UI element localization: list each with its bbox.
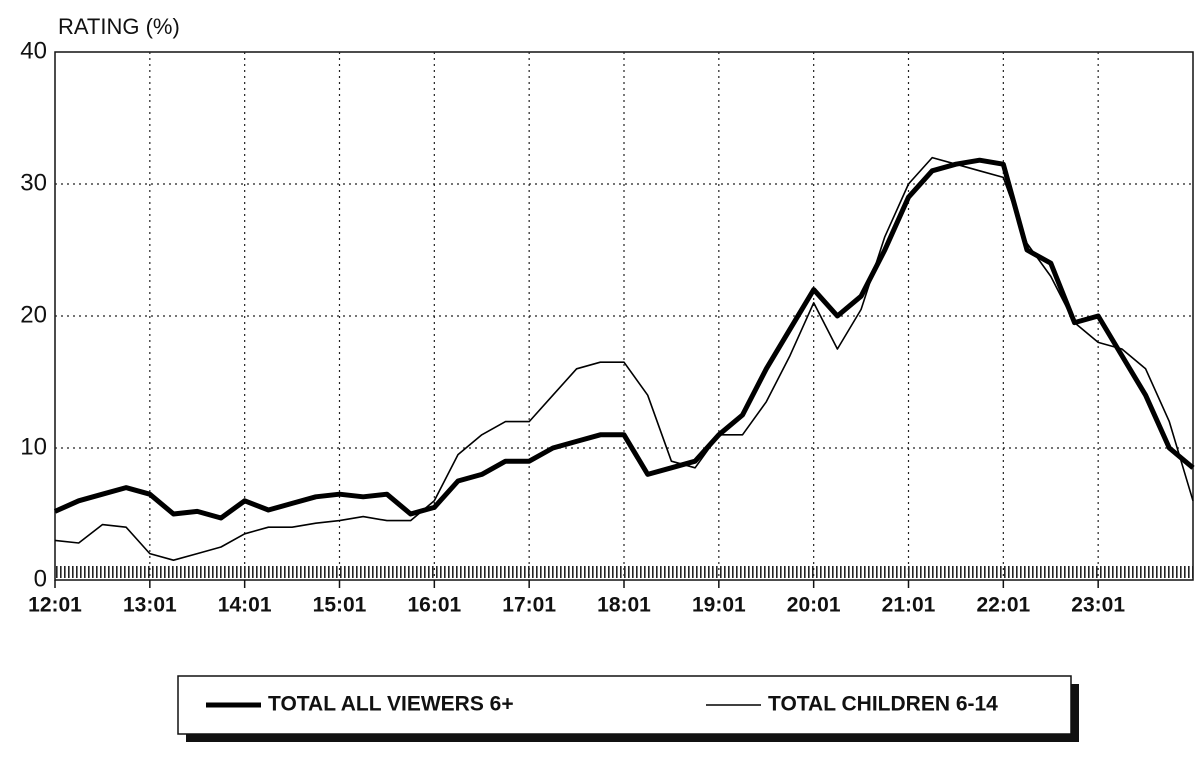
legend-box (177, 675, 1072, 735)
y-tick-label: 0 (34, 565, 47, 592)
x-tick-label: 17:01 (502, 594, 556, 617)
x-tick-label: 13:01 (123, 594, 177, 617)
x-tick-label: 23:01 (1071, 594, 1125, 617)
x-tick-label: 12:01 (28, 594, 82, 617)
x-tick-label: 14:01 (218, 594, 272, 617)
legend-label: TOTAL ALL VIEWERS 6+ (268, 693, 514, 716)
x-tick-label: 16:01 (407, 594, 461, 617)
series-line (53, 157, 1195, 521)
x-tick-label: 20:01 (787, 594, 841, 617)
y-axis-label: RATING (%) (58, 14, 180, 39)
y-tick-label: 30 (20, 169, 47, 196)
y-tick-label: 10 (20, 433, 47, 460)
legend-label: TOTAL CHILDREN 6-14 (768, 693, 998, 716)
x-tick-label: 21:01 (882, 594, 936, 617)
x-tick-label: 18:01 (597, 594, 651, 617)
series-line (54, 156, 1194, 561)
base-hatch (55, 566, 1193, 578)
y-tick-label: 40 (20, 37, 47, 64)
x-tick-label: 19:01 (692, 594, 746, 617)
x-tick-label: 22:01 (976, 594, 1030, 617)
x-tick-label: 15:01 (313, 594, 367, 617)
y-tick-label: 20 (20, 301, 47, 328)
